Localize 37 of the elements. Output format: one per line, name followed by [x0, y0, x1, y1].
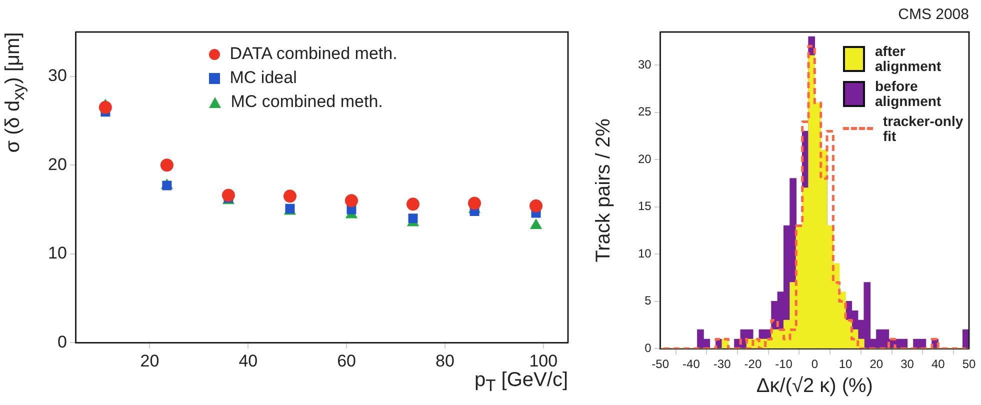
- x-tick-label: 40: [931, 357, 946, 372]
- x-tick-label: 80: [436, 351, 454, 370]
- x-tick-label: -20: [744, 357, 762, 372]
- legend-label: tracker-only fit: [883, 112, 964, 144]
- x-tick-label: -30: [713, 357, 732, 372]
- y-tick-label: 30: [48, 66, 67, 86]
- x-tick-label: -40: [682, 357, 700, 372]
- legend-label: after alignment: [875, 43, 942, 75]
- y-tick-label: 25: [638, 104, 652, 119]
- x-tick-label: 30: [900, 357, 914, 372]
- y-tick-label: 20: [638, 152, 652, 166]
- legend-label: before alignment: [875, 78, 942, 110]
- y-tick-label: 20: [48, 154, 67, 174]
- x-axis-title: p$_{T}$ [GeV/c]: [474, 368, 568, 396]
- text: CMS 2008: [898, 6, 969, 23]
- legend-label: MC ideal: [230, 68, 297, 88]
- x-tick-label: -10: [775, 357, 793, 372]
- x-tick-label: 40: [238, 351, 258, 370]
- legend-label: MC combined meth.: [230, 92, 383, 112]
- y-tick-label: 10: [638, 246, 652, 260]
- y-tick-label: 15: [638, 199, 652, 214]
- y-tick-label: 5: [644, 294, 652, 308]
- x-tick-label: 20: [140, 351, 160, 370]
- x-tick-label: 0: [811, 357, 818, 372]
- x-tick-label: 10: [838, 357, 853, 372]
- x-tick-label: 50: [962, 357, 976, 372]
- y-axis-title: Track pairs / 2%: [592, 118, 615, 262]
- x-tick-label: -50: [652, 357, 670, 372]
- y-tick-label: 30: [638, 57, 652, 72]
- y-tick-label: 0: [57, 332, 67, 352]
- y-tick-label: 0: [644, 340, 652, 355]
- y-tick-label: 10: [48, 244, 67, 263]
- x-tick-label: 60: [337, 351, 356, 370]
- x-tick-label: 100: [529, 351, 558, 370]
- x-axis-title: Δκ/(√2 κ) (%): [756, 374, 873, 398]
- x-tick-label: 20: [870, 357, 884, 372]
- legend-label: DATA combined meth.: [230, 44, 398, 64]
